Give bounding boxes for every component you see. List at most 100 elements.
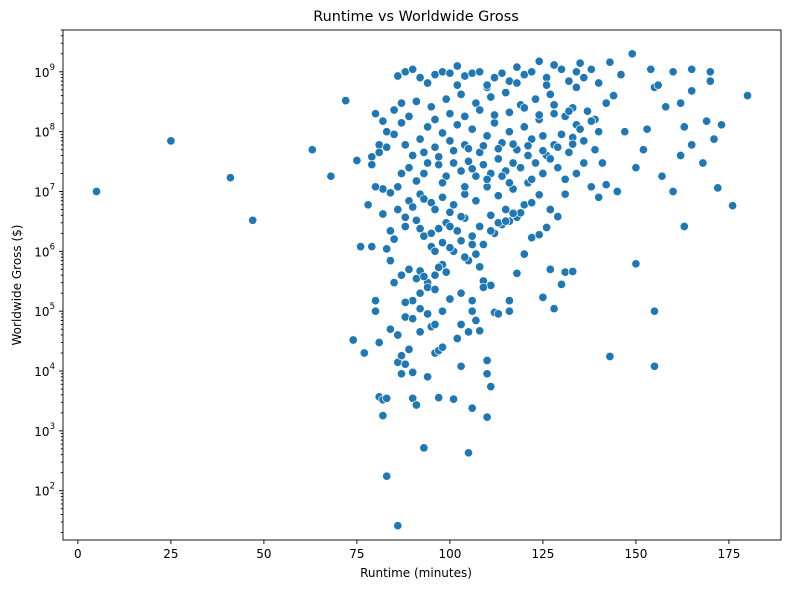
data-point (419, 168, 429, 179)
data-point (389, 105, 399, 115)
data-point (702, 116, 712, 126)
data-point (408, 367, 418, 377)
data-point (642, 124, 652, 134)
data-point (400, 359, 410, 369)
data-point (452, 120, 462, 130)
data-point (579, 73, 589, 83)
x-axis-label: Runtime (minutes) (360, 566, 472, 580)
data-point (408, 314, 418, 324)
data-point (616, 70, 626, 80)
data-point (575, 58, 585, 68)
data-point (742, 91, 753, 101)
data-point (646, 64, 656, 74)
data-point (389, 234, 399, 244)
data-point (385, 226, 395, 236)
data-point (545, 89, 555, 99)
data-point (411, 176, 421, 186)
data-point (423, 158, 433, 168)
data-point (609, 91, 619, 101)
data-point (497, 68, 507, 78)
data-point (415, 304, 425, 314)
data-point (649, 361, 660, 371)
data-point (404, 264, 414, 274)
y-tick-label: 108 (34, 123, 55, 140)
data-point (378, 209, 388, 219)
data-point (553, 142, 563, 152)
data-point (467, 306, 477, 316)
data-point (504, 127, 514, 137)
plot-frame (62, 29, 782, 541)
data-point (367, 152, 377, 162)
data-point (475, 105, 485, 115)
y-tick-label: 106 (34, 242, 55, 259)
data-point (378, 116, 388, 126)
data-point (471, 171, 481, 181)
data-point (430, 284, 440, 295)
data-point (560, 267, 570, 277)
data-point (575, 124, 585, 134)
data-point (501, 88, 511, 98)
data-point (527, 198, 537, 208)
data-point (713, 183, 723, 193)
y-axis-label: Worldwide Gross ($) (10, 225, 24, 346)
data-point (400, 212, 410, 222)
data-point (423, 309, 433, 319)
data-point (475, 326, 485, 336)
x-tick-label: 0 (74, 547, 82, 561)
data-point (527, 174, 537, 184)
data-point (415, 224, 425, 234)
data-point (467, 124, 477, 134)
data-point (385, 256, 395, 266)
data-point (471, 196, 481, 206)
data-point (370, 306, 381, 316)
data-point (564, 106, 574, 116)
data-point (478, 141, 488, 151)
data-point (564, 147, 574, 157)
data-point (452, 226, 462, 236)
data-point (471, 98, 481, 108)
data-point (449, 394, 459, 404)
data-point (549, 304, 559, 314)
data-point (542, 222, 552, 233)
data-point (571, 82, 581, 92)
data-point (423, 122, 433, 132)
data-point (504, 107, 514, 117)
data-point (489, 118, 500, 128)
data-point (504, 306, 514, 316)
data-point (504, 296, 514, 306)
data-point (382, 244, 392, 254)
data-point (534, 190, 544, 200)
data-point (396, 98, 407, 108)
data-point (489, 110, 500, 120)
x-tick-label: 75 (349, 547, 364, 561)
data-point (463, 144, 474, 154)
data-point (586, 182, 596, 192)
data-point (538, 292, 548, 302)
data-point (523, 141, 533, 151)
data-point (356, 242, 366, 252)
data-point (456, 361, 466, 371)
data-point (475, 221, 485, 232)
data-point (530, 158, 541, 168)
data-point (530, 94, 541, 104)
data-point (404, 111, 414, 121)
data-point (382, 142, 392, 152)
data-point (367, 242, 377, 252)
data-point (370, 182, 381, 192)
data-point (549, 60, 559, 70)
data-point (408, 64, 418, 74)
data-point (519, 103, 529, 113)
data-point (426, 228, 436, 238)
y-tick-label: 109 (34, 63, 55, 80)
data-point (475, 262, 485, 272)
data-point (549, 109, 559, 119)
data-point (586, 116, 596, 126)
data-point (627, 49, 637, 59)
data-point (411, 274, 421, 284)
data-point (248, 215, 258, 225)
data-point (449, 200, 459, 210)
data-point (709, 134, 719, 144)
data-point (430, 319, 440, 330)
data-point (430, 70, 440, 80)
data-point (419, 271, 429, 282)
